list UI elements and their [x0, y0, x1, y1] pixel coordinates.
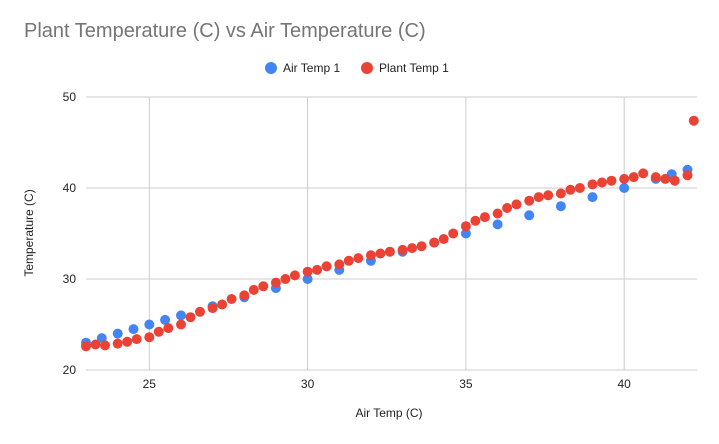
legend-marker-air-temp	[265, 62, 277, 74]
data-point	[321, 261, 332, 272]
data-point	[128, 324, 139, 335]
data-point	[100, 340, 110, 351]
data-point	[207, 303, 218, 314]
data-point	[112, 328, 123, 339]
data-point	[407, 243, 418, 254]
data-point	[270, 277, 281, 288]
data-point	[334, 259, 345, 270]
data-point	[176, 319, 186, 330]
data-point	[217, 299, 228, 310]
legend-label-air-temp: Air Temp 1	[283, 61, 340, 75]
data-point	[688, 115, 699, 126]
y-tick-label: 30	[63, 272, 77, 286]
data-point	[131, 334, 142, 345]
data-point	[479, 212, 490, 223]
data-point	[460, 228, 471, 239]
grid	[86, 96, 697, 371]
x-tick-labels: 25 30 35 40	[143, 377, 632, 391]
data-point	[280, 274, 291, 284]
data-point	[248, 284, 259, 295]
data-point	[312, 264, 323, 275]
data-point	[543, 190, 554, 201]
data-point	[239, 290, 250, 301]
data-point	[555, 201, 566, 212]
data-point	[448, 228, 459, 239]
x-tick-label: 25	[143, 377, 157, 391]
data-point	[511, 199, 522, 210]
data-point	[163, 323, 174, 334]
data-point	[90, 339, 101, 350]
y-tick-label: 20	[63, 363, 77, 377]
data-point	[176, 310, 186, 321]
data-point	[660, 173, 671, 184]
data-point	[160, 314, 171, 325]
legend: Air Temp 1 Plant Temp 1	[265, 61, 449, 75]
data-point	[438, 234, 449, 244]
data-point	[112, 338, 123, 349]
series-air-temp	[81, 164, 693, 348]
data-point	[524, 195, 535, 206]
data-point	[502, 203, 513, 213]
data-point	[144, 332, 155, 343]
data-point	[587, 179, 598, 190]
data-point	[226, 294, 237, 304]
data-point	[429, 237, 440, 248]
data-point	[122, 336, 133, 347]
chart-title: Plant Temperature (C) vs Air Temperature…	[24, 20, 426, 42]
data-point	[587, 192, 598, 203]
data-point	[289, 270, 300, 281]
data-point	[628, 172, 639, 183]
data-point	[682, 170, 693, 181]
data-point	[343, 255, 354, 266]
data-point	[650, 172, 661, 183]
y-tick-labels: 20 30 40 50	[63, 90, 77, 377]
data-point	[619, 173, 630, 184]
y-tick-label: 40	[63, 181, 77, 195]
series-plant-temp	[81, 115, 699, 352]
data-point	[384, 246, 395, 257]
data-point	[606, 175, 617, 186]
data-point	[470, 215, 481, 226]
data-point	[619, 183, 630, 193]
data-point	[533, 192, 544, 203]
data-point	[555, 188, 566, 199]
data-point	[492, 208, 503, 219]
data-point	[353, 253, 364, 264]
legend-label-plant-temp: Plant Temp 1	[379, 61, 449, 75]
data-point	[565, 184, 576, 195]
legend-marker-plant-temp	[361, 62, 373, 74]
data-point	[258, 281, 269, 292]
data-points	[81, 115, 699, 352]
data-point	[574, 183, 585, 193]
data-point	[460, 221, 471, 232]
data-point	[416, 241, 427, 252]
data-point	[375, 248, 386, 259]
data-point	[302, 266, 313, 277]
data-point	[144, 319, 155, 330]
data-point	[638, 168, 649, 179]
data-point	[185, 312, 196, 323]
data-point	[365, 250, 376, 261]
y-tick-label: 50	[63, 90, 77, 104]
data-point	[492, 219, 503, 230]
data-point	[669, 175, 680, 186]
data-point	[81, 341, 91, 352]
data-point	[397, 244, 408, 255]
data-point	[524, 210, 535, 221]
x-tick-label: 35	[459, 377, 473, 391]
x-tick-label: 40	[618, 377, 632, 391]
data-point	[153, 326, 164, 337]
x-tick-label: 30	[301, 377, 315, 391]
data-point	[302, 274, 313, 284]
data-point	[597, 177, 607, 188]
y-axis-title: Temperature (C)	[22, 189, 36, 276]
x-axis-title: Air Temp (C)	[355, 406, 422, 420]
data-point	[195, 306, 205, 317]
